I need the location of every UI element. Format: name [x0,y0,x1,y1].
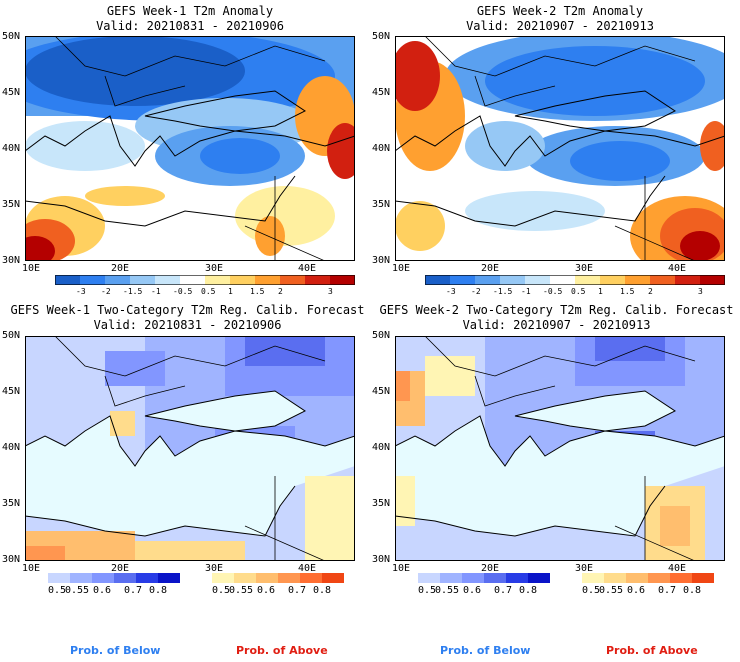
lat-label-40n: 40N [2,143,21,154]
panel-title: GEFS Week-1 Two-Category T2m Reg. Calib.… [10,303,365,317]
colorbar-tick: -3 [76,287,86,296]
lat-label-35n: 35N [372,498,391,509]
lon-label-10e: 10E [392,263,411,274]
above-tick: 0.5 [582,585,601,596]
panel-valid-dates: Valid: 20210907 - 20210913 [462,318,651,332]
lon-label-10e: 10E [392,563,411,574]
anomaly-map-week2 [395,36,725,261]
lat-label-40n: 40N [372,442,391,453]
above-tick: 0.55 [599,585,624,596]
lat-label-45n: 45N [372,386,391,397]
legend-prob-above: Prob. of Above [236,644,328,657]
lat-label-50n: 50N [372,31,391,42]
lat-label-35n: 35N [2,498,21,509]
legend-prob-below: Prob. of Below [440,644,531,657]
panel-title: GEFS Week-1 T2m Anomaly [106,4,274,18]
colorbar-tick: -2 [101,287,111,296]
lat-label-30n: 30N [372,255,391,266]
below-tick: 0.8 [149,585,168,596]
colorbar-tick: 1 [228,287,233,296]
colorbar-tick: 0.5 [571,287,586,296]
below-tick: 0.55 [435,585,460,596]
below-tick: 0.7 [494,585,513,596]
below-tick: 0.5 [48,585,67,596]
above-colorbar-week1 [212,573,344,583]
above-tick: 0.8 [683,585,702,596]
panel-title: GEFS Week-2 Two-Category T2m Reg. Calib.… [379,303,734,317]
lat-label-30n: 30N [2,554,21,565]
colorbar-tick: 3 [328,287,333,296]
below-tick: 0.7 [124,585,143,596]
below-tick: 0.8 [519,585,538,596]
colorbar-tick: 2 [278,287,283,296]
below-colorbar-week2 [418,573,550,583]
lat-label-50n: 50N [2,31,21,42]
lon-label-20e: 20E [481,563,500,574]
lon-label-40e: 40E [298,563,317,574]
colorbar-tick: 3 [698,287,703,296]
above-tick: 0.6 [627,585,646,596]
lon-label-10e: 10E [22,263,41,274]
above-tick: 0.7 [658,585,677,596]
legend-prob-below: Prob. of Below [70,644,161,657]
lat-label-35n: 35N [372,199,391,210]
colorbar-tick: -0.5 [173,287,193,296]
below-tick: 0.55 [65,585,90,596]
above-tick: 0.55 [229,585,254,596]
lon-label-20e: 20E [481,263,500,274]
lat-label-40n: 40N [372,143,391,154]
below-colorbar-week1 [48,573,180,583]
below-tick: 0.6 [93,585,112,596]
lat-label-50n: 50N [372,330,391,341]
probability-map-week2 [395,336,725,561]
lon-label-30e: 30E [205,263,224,274]
below-tick: 0.6 [463,585,482,596]
colorbar-tick: -1.5 [493,287,513,296]
legend-prob-above: Prob. of Above [606,644,698,657]
lat-label-30n: 30N [2,255,21,266]
panel-valid-dates: Valid: 20210831 - 20210906 [96,19,284,33]
above-tick: 0.8 [313,585,332,596]
colorbar-tick: -0.5 [543,287,563,296]
anomaly-colorbar-week2 [425,275,725,285]
lon-label-20e: 20E [111,563,130,574]
colorbar-tick: 2 [648,287,653,296]
above-tick: 0.6 [257,585,276,596]
lon-label-30e: 30E [575,263,594,274]
lon-label-30e: 30E [205,563,224,574]
anomaly-colorbar-week1 [55,275,355,285]
lat-label-35n: 35N [2,199,21,210]
above-colorbar-week2 [582,573,714,583]
lat-label-45n: 45N [372,87,391,98]
colorbar-tick: 1.5 [250,287,265,296]
above-tick: 0.5 [212,585,231,596]
colorbar-tick: -3 [446,287,456,296]
below-tick: 0.5 [418,585,437,596]
panel-title: GEFS Week-2 T2m Anomaly [476,4,644,18]
anomaly-map-week1 [25,36,355,261]
panel-valid-dates: Valid: 20210831 - 20210906 [93,318,282,332]
lat-label-30n: 30N [372,554,391,565]
lat-label-45n: 45N [2,386,21,397]
colorbar-tick: -1.5 [123,287,143,296]
above-tick: 0.7 [288,585,307,596]
colorbar-tick: -2 [471,287,481,296]
lon-label-30e: 30E [575,563,594,574]
colorbar-tick: -1 [521,287,531,296]
lon-label-10e: 10E [22,563,41,574]
lat-label-40n: 40N [2,442,21,453]
lon-label-40e: 40E [668,263,687,274]
colorbar-tick: -1 [151,287,161,296]
colorbar-tick: 1.5 [620,287,635,296]
lat-label-45n: 45N [2,87,21,98]
lon-label-20e: 20E [111,263,130,274]
lon-label-40e: 40E [668,563,687,574]
colorbar-tick: 0.5 [201,287,216,296]
panel-valid-dates: Valid: 20210907 - 20210913 [466,19,654,33]
colorbar-tick: 1 [598,287,603,296]
lat-label-50n: 50N [2,330,21,341]
lon-label-40e: 40E [298,263,317,274]
probability-map-week1 [25,336,355,561]
